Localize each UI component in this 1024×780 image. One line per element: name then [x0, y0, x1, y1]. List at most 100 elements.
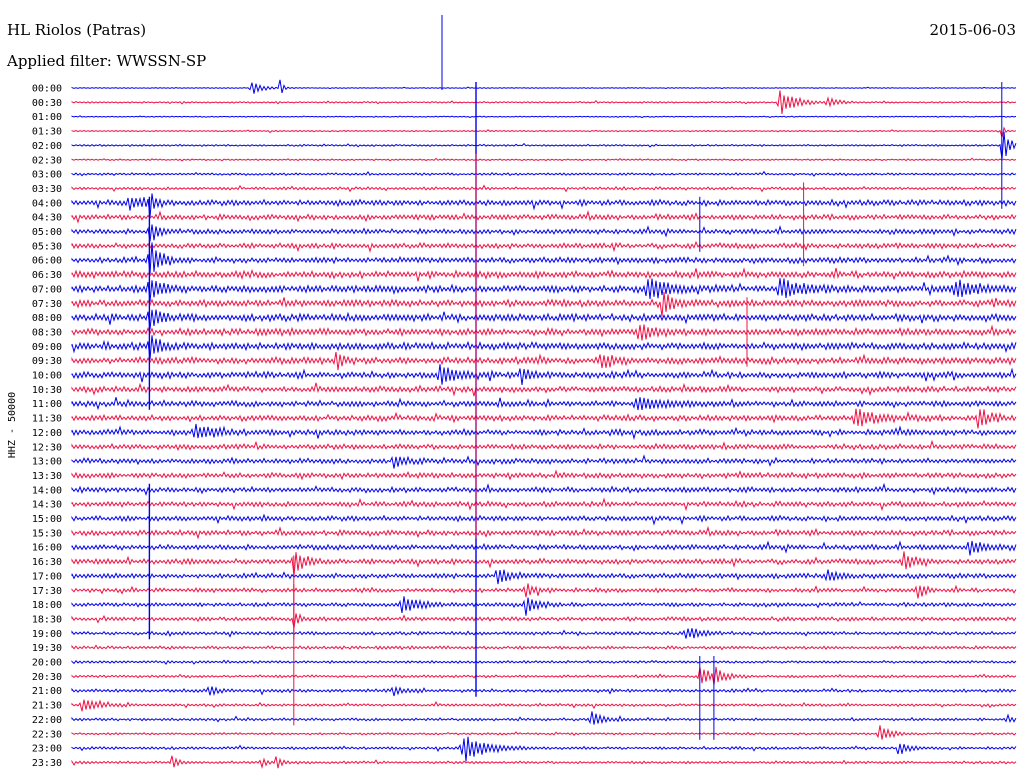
row-time-label: 12:00 — [32, 428, 62, 439]
row-time-label: 08:00 — [32, 313, 62, 324]
row-time-label: 06:30 — [32, 270, 62, 281]
trace-line — [71, 292, 1017, 317]
trace-line — [71, 242, 1017, 274]
row-time-label: 13:00 — [32, 457, 62, 468]
trace-line — [71, 397, 1017, 411]
trace-line — [71, 482, 1017, 497]
row-time-label: 03:00 — [32, 170, 62, 181]
row-time-label: 05:00 — [32, 227, 62, 238]
row-time-label: 11:00 — [32, 399, 62, 410]
trace-line — [71, 210, 1017, 224]
row-time-label: 15:00 — [32, 514, 62, 525]
row-time-label: 18:00 — [32, 600, 62, 611]
row-time-label: 19:00 — [32, 629, 62, 640]
row-time-label: 18:30 — [32, 614, 62, 625]
filter-label: Applied filter: WWSSN-SP — [7, 52, 207, 70]
trace-line — [71, 278, 1017, 302]
trace-line — [71, 666, 1017, 685]
trace-line — [71, 131, 1017, 160]
trace-line — [71, 79, 1017, 94]
row-time-label: 04:00 — [32, 198, 62, 209]
row-time-label: 10:00 — [32, 371, 62, 382]
trace-line — [71, 324, 1017, 341]
trace-line — [71, 628, 1017, 639]
trace-line — [71, 184, 1017, 193]
row-time-label: 09:30 — [32, 356, 62, 367]
trace-line — [71, 335, 1017, 360]
row-time-label: 07:00 — [32, 284, 62, 295]
row-time-label: 00:30 — [32, 98, 62, 109]
row-time-label: 08:30 — [32, 327, 62, 338]
row-time-label: 11:30 — [32, 414, 62, 425]
row-time-label: 05:30 — [32, 241, 62, 252]
trace-line — [71, 90, 1017, 115]
trace-line — [71, 612, 1017, 629]
trace-line — [71, 659, 1017, 665]
row-time-label: 21:00 — [32, 686, 62, 697]
trace-line — [71, 126, 1017, 138]
trace-line — [71, 569, 1017, 585]
row-time-label: 06:00 — [32, 256, 62, 267]
row-time-label: 14:00 — [32, 485, 62, 496]
date-label: 2015-06-03 — [929, 21, 1016, 39]
row-time-label: 13:30 — [32, 471, 62, 482]
row-time-label: 15:30 — [32, 528, 62, 539]
row-time-label: 14:30 — [32, 500, 62, 511]
trace-line — [71, 596, 1017, 616]
trace-line — [71, 309, 1017, 330]
trace-line — [71, 351, 1017, 371]
row-time-label: 17:30 — [32, 586, 62, 597]
row-time-label: 02:00 — [32, 141, 62, 152]
trace-line — [71, 454, 1017, 469]
row-time-label: 19:30 — [32, 643, 62, 654]
trace-line — [71, 382, 1017, 397]
row-time-label: 01:30 — [32, 127, 62, 138]
row-time-label: 22:30 — [32, 729, 62, 740]
row-time-label: 02:30 — [32, 155, 62, 166]
row-time-label: 23:30 — [32, 758, 62, 769]
trace-line — [71, 644, 1017, 651]
trace-line — [71, 170, 1017, 177]
row-time-label: 00:00 — [32, 84, 62, 95]
station-title: HL Riolos (Patras) — [7, 21, 147, 39]
trace-line — [71, 755, 1017, 769]
trace-line — [71, 685, 1017, 697]
trace-line — [71, 711, 1017, 725]
row-time-label: 04:30 — [32, 213, 62, 224]
trace-line — [71, 408, 1017, 429]
row-time-label: 10:30 — [32, 385, 62, 396]
trace-line — [71, 525, 1017, 540]
trace-line — [71, 364, 1017, 385]
trace-line — [71, 736, 1017, 762]
trace-line — [71, 497, 1017, 512]
trace-line — [71, 583, 1017, 599]
trace-line — [71, 423, 1017, 440]
trace-line — [71, 513, 1017, 526]
row-time-label: 22:00 — [32, 715, 62, 726]
row-time-label: 20:00 — [32, 658, 62, 669]
row-time-label: 03:30 — [32, 184, 62, 195]
row-time-label: 17:00 — [32, 571, 62, 582]
row-time-label: 16:00 — [32, 543, 62, 554]
row-time-label: 12:30 — [32, 442, 62, 453]
row-time-label: 23:00 — [32, 744, 62, 755]
trace-line — [71, 725, 1017, 740]
row-time-label: 07:30 — [32, 299, 62, 310]
trace-line — [71, 540, 1017, 556]
row-time-label: 20:30 — [32, 672, 62, 683]
trace-line — [71, 267, 1017, 282]
row-time-label: 16:30 — [32, 557, 62, 568]
trace-line — [71, 115, 1017, 119]
trace-line — [71, 240, 1017, 253]
trace-line — [71, 699, 1017, 712]
trace-line — [71, 439, 1017, 452]
trace-line — [71, 193, 1017, 218]
trace-line — [71, 157, 1017, 162]
row-time-label: 01:00 — [32, 112, 62, 123]
y-axis-label: HHZ - 50000 — [7, 392, 18, 458]
row-time-label: 21:30 — [32, 701, 62, 712]
row-time-label: 09:00 — [32, 342, 62, 353]
trace-line — [71, 224, 1017, 242]
